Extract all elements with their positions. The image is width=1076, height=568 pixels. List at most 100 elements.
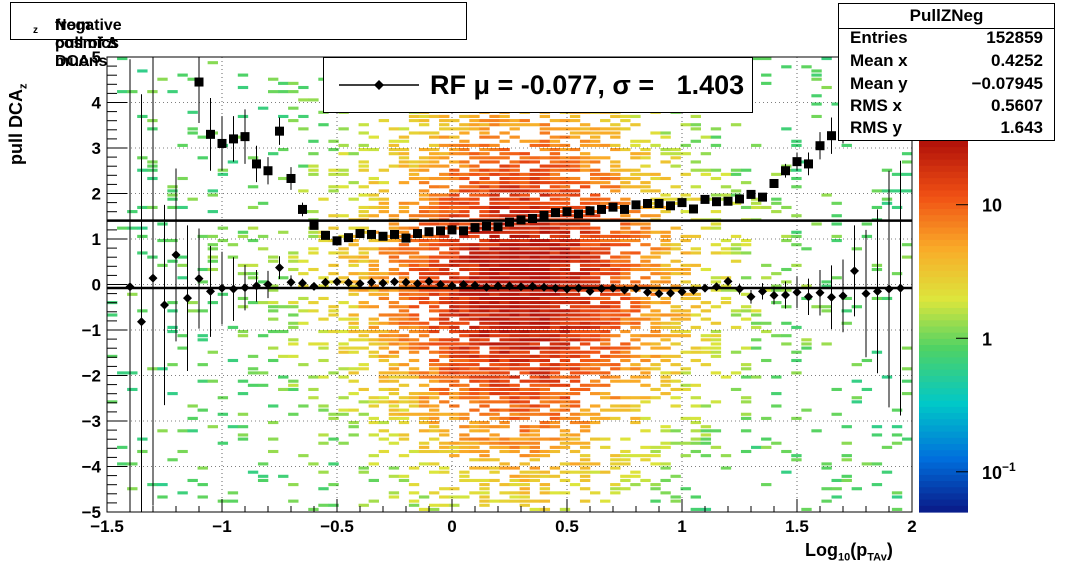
heat-cell (680, 383, 691, 387)
heat-cell (338, 396, 349, 400)
heat-cell (590, 437, 601, 441)
heat-cell (549, 421, 561, 425)
heat-cell (117, 226, 128, 230)
heat-cell (821, 57, 832, 61)
rms-point (735, 194, 744, 204)
heat-cell (268, 404, 279, 408)
heat-cell (227, 425, 239, 429)
heat-cell (740, 292, 752, 296)
heat-cell (418, 449, 430, 454)
heat-cell (579, 462, 591, 466)
heat-cell (529, 387, 540, 392)
heat-cell (529, 474, 540, 478)
heat-cell (479, 338, 490, 342)
heat-cell (569, 433, 581, 437)
heat-cell (469, 185, 480, 189)
heat-cell (469, 317, 480, 321)
heat-cell (459, 139, 470, 143)
heat-cell (499, 267, 510, 272)
heat-cell (600, 267, 611, 272)
heat-cell (519, 313, 530, 317)
rms-point (390, 229, 399, 239)
heat-cell (781, 65, 792, 69)
heat-cell (549, 119, 561, 123)
heat-cell (388, 148, 400, 152)
heat-cell (529, 243, 540, 247)
heat-cell (640, 222, 651, 226)
heat-cell (479, 379, 490, 383)
heat-cell (660, 135, 671, 139)
heat-cell (600, 284, 611, 288)
heat-cell (519, 139, 530, 143)
heat-cell (449, 363, 460, 367)
heat-cell (680, 263, 691, 267)
heat-cell (620, 255, 631, 259)
heat-cell (469, 421, 480, 425)
heat-cell (559, 330, 571, 334)
heat-cell (368, 342, 379, 346)
mean-point (620, 285, 629, 295)
heat-cell (509, 214, 520, 218)
heat-cell (268, 301, 279, 305)
heat-cell (449, 210, 460, 214)
heat-cell (559, 309, 571, 313)
heat-cell (358, 305, 369, 309)
heat-cell (479, 160, 490, 164)
heat-cell (217, 412, 229, 416)
heat-cell (479, 185, 490, 189)
heat-cell (519, 243, 530, 247)
heat-cell (620, 234, 631, 238)
heat-cell (519, 503, 530, 507)
heat-cell (590, 139, 601, 143)
heat-cell (519, 404, 530, 408)
heat-cell (630, 325, 641, 329)
heat-cell (720, 301, 732, 305)
heat-cell (519, 371, 530, 375)
heat-cell (298, 164, 309, 168)
heat-cell (318, 197, 329, 201)
heat-cell (368, 135, 379, 139)
heat-cell (429, 392, 440, 396)
heat-cell (418, 495, 430, 499)
heat-cell (640, 334, 651, 338)
heat-cell (288, 499, 299, 503)
heat-cell (408, 247, 420, 251)
heat-cell (831, 487, 842, 491)
heat-cell (710, 135, 722, 139)
heat-cell (177, 276, 188, 280)
heat-cell (388, 408, 400, 412)
heat-cell (569, 239, 581, 243)
heat-cell (348, 321, 359, 325)
heat-cell (429, 143, 440, 147)
heat-cell (670, 396, 681, 400)
heat-cell (539, 321, 551, 325)
heat-cell (398, 371, 410, 375)
heat-cell (429, 197, 440, 201)
mean-point (160, 300, 169, 310)
heat-cell (207, 379, 218, 383)
heat-cell (429, 371, 440, 375)
heat-cell (620, 454, 631, 458)
heat-cell (529, 441, 540, 445)
heat-cell (891, 425, 903, 429)
heat-cell (579, 185, 591, 189)
heat-cell (529, 404, 540, 408)
heat-cell (700, 172, 712, 176)
heat-cell (600, 239, 611, 243)
heat-cell (479, 301, 490, 305)
heat-cell (640, 259, 651, 263)
heat-cell (358, 334, 369, 338)
heat-cell (519, 226, 530, 230)
heat-cell (318, 346, 329, 350)
heat-cell (590, 305, 601, 309)
heat-cell (539, 507, 551, 511)
heat-cell (529, 396, 540, 400)
heat-cell (610, 263, 621, 267)
heat-cell (479, 367, 490, 371)
heat-cell (650, 334, 661, 338)
mean-point (597, 284, 606, 294)
colorbar-step (919, 338, 968, 346)
heat-cell (439, 263, 450, 267)
heat-cell (871, 205, 883, 210)
heat-cell (761, 263, 772, 267)
